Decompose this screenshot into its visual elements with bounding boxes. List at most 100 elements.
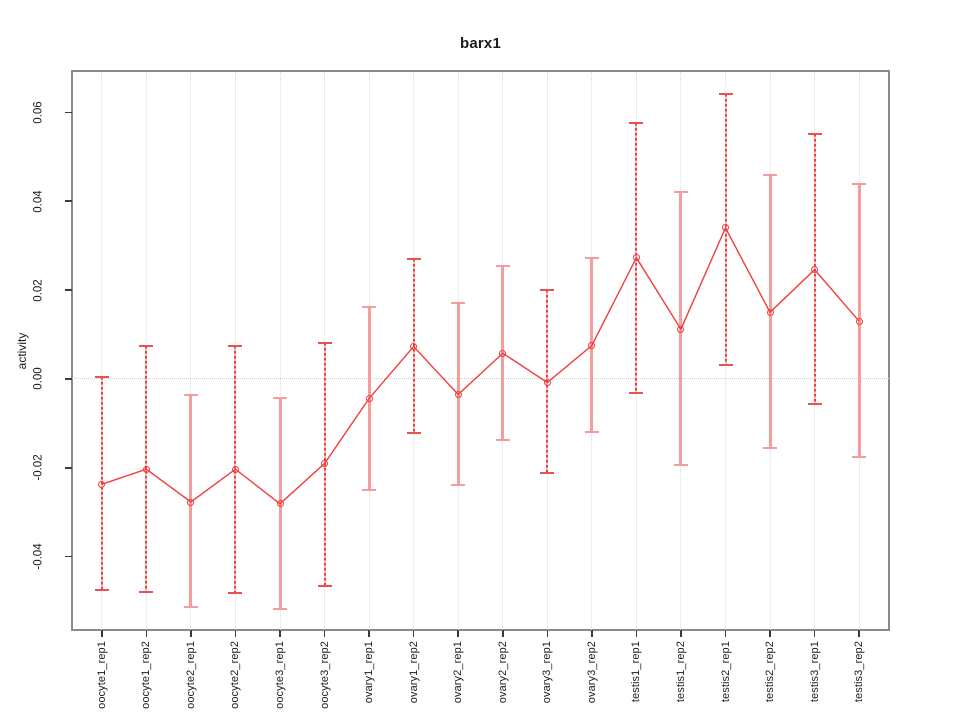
error-bar-cap-top: [584, 257, 599, 260]
data-point-marker: [410, 343, 418, 351]
x-tick: [412, 630, 415, 637]
x-tick: [279, 630, 281, 637]
error-bar-cap-bottom: [94, 589, 109, 592]
v-gridline: [279, 71, 281, 630]
x-tick-label: ovary3_rep1: [541, 641, 554, 704]
x-tick: [457, 630, 459, 637]
x-tick: [101, 630, 103, 637]
error-bar-cap-bottom: [763, 446, 778, 449]
y-tick-label: -0.04: [32, 543, 44, 570]
error-bar-cap-bottom: [139, 590, 154, 593]
y-tick: [65, 555, 72, 558]
error-bar-cap-bottom: [183, 605, 198, 608]
y-tick-label: 0.00: [32, 367, 44, 391]
error-bar-cap-top: [852, 182, 867, 185]
x-tick: [368, 630, 370, 637]
data-point-marker: [365, 395, 373, 402]
y-tick: [65, 200, 72, 203]
x-tick-label: ovary1_rep1: [363, 641, 376, 704]
y-tick-label: 0.04: [32, 190, 44, 213]
error-bar-cap-top: [228, 344, 243, 347]
zero-gridline: [72, 378, 889, 380]
error-bar-cap-top: [451, 301, 466, 304]
x-tick-label: oocyte1_rep2: [140, 641, 153, 709]
error-bar-cap-top: [317, 341, 332, 344]
data-point-marker: [98, 480, 106, 488]
error-bar-cap-bottom: [852, 456, 867, 459]
error-bar-cap-bottom: [718, 364, 733, 367]
x-tick: [769, 630, 771, 637]
x-tick-label: testis2_rep1: [719, 641, 732, 703]
x-tick: [145, 630, 148, 637]
error-bar-cap-bottom: [317, 585, 332, 588]
error-bar-cap-top: [139, 345, 154, 348]
error-bar-cap-top: [362, 306, 377, 309]
data-point-marker: [321, 459, 329, 467]
y-tick-label: 0.06: [32, 101, 44, 124]
data-point-marker: [231, 465, 239, 473]
x-tick: [591, 630, 593, 637]
x-tick: [813, 630, 816, 637]
error-bar-cap-bottom: [540, 471, 555, 474]
v-gridline: [101, 71, 103, 630]
error-bar-cap-top: [763, 174, 778, 177]
error-bar-cap-top: [807, 133, 822, 136]
x-tick-label: oocyte3_rep2: [318, 641, 331, 709]
y-tick: [65, 289, 72, 291]
error-bar-cap-top: [673, 191, 688, 194]
plot-box: [71, 70, 890, 631]
error-bar-cap-bottom: [228, 592, 243, 595]
x-tick: [635, 630, 638, 637]
x-tick-label: ovary1_rep2: [407, 641, 420, 704]
x-tick: [546, 630, 549, 637]
x-tick-label: oocyte3_rep1: [274, 641, 286, 709]
x-tick-label: oocyte2_rep1: [184, 641, 197, 709]
x-tick: [190, 630, 192, 637]
error-bar-cap-bottom: [584, 430, 599, 433]
error-bar-cap-bottom: [673, 464, 688, 467]
error-bar-cap-top: [273, 397, 287, 400]
data-point-marker: [499, 349, 507, 357]
error-bar-cap-bottom: [406, 432, 421, 435]
data-point-marker: [588, 342, 596, 350]
data-point-marker: [632, 254, 640, 262]
data-point-marker: [855, 317, 863, 325]
error-bar-cap-top: [406, 257, 421, 260]
error-bar-cap-top: [718, 92, 733, 95]
error-bar-cap-top: [629, 121, 644, 124]
error-bar-cap-top: [540, 289, 555, 292]
x-tick-label: ovary3_rep2: [585, 641, 598, 704]
x-tick: [724, 630, 727, 637]
x-tick-label: oocyte2_rep2: [229, 641, 242, 709]
error-bar-cap-bottom: [807, 403, 822, 406]
x-tick-label: testis1_rep1: [630, 641, 643, 703]
error-bar-cap-top: [495, 265, 510, 268]
y-tick-label: -0.02: [32, 454, 44, 481]
error-bar-cap-top: [183, 394, 198, 397]
data-point-marker: [811, 266, 819, 274]
error-bar-cap-bottom: [273, 607, 287, 610]
error-bar-cap-bottom: [495, 439, 510, 442]
x-tick-label: testis3_rep1: [808, 641, 821, 703]
plot-title: barx1: [459, 35, 502, 52]
data-point-marker: [766, 308, 774, 316]
v-gridline: [190, 71, 192, 630]
x-tick-label: testis1_rep2: [674, 641, 687, 703]
x-tick: [323, 630, 326, 637]
data-point-marker: [142, 465, 150, 473]
x-tick-label: ovary2_rep1: [452, 641, 465, 704]
x-tick-label: testis2_rep2: [764, 641, 777, 703]
x-tick: [501, 630, 504, 637]
y-tick: [65, 467, 72, 469]
data-point-marker: [677, 325, 685, 333]
y-tick-label: 0.02: [32, 278, 44, 302]
data-point-marker: [187, 498, 195, 506]
data-point-marker: [454, 391, 462, 398]
error-bar-cap-top: [94, 376, 109, 379]
y-tick: [65, 378, 72, 380]
x-tick: [858, 630, 860, 637]
x-tick-label: testis3_rep2: [853, 641, 866, 703]
x-tick: [234, 630, 237, 637]
error-bar-cap-bottom: [451, 484, 466, 487]
